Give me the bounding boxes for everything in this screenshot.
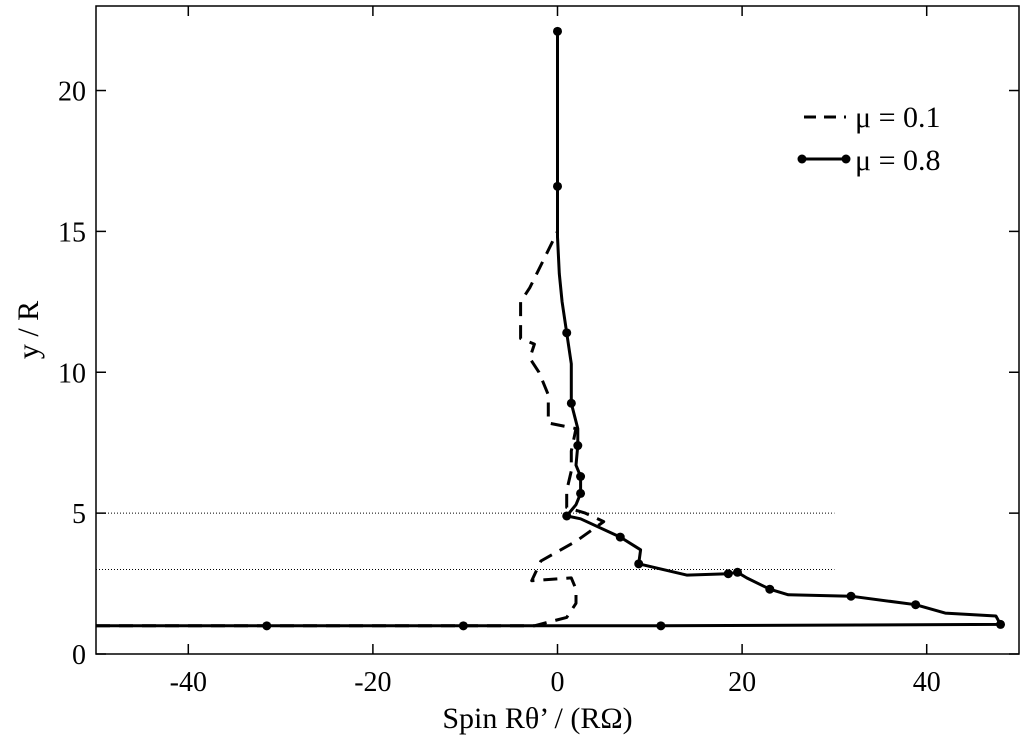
- series-marker: [723, 569, 733, 579]
- legend-label-mu-0-8: μ = 0.8: [855, 144, 941, 177]
- legend: μ = 0.1 μ = 0.8: [797, 101, 941, 177]
- series-marker: [911, 600, 921, 610]
- y-axis-title: y / R: [12, 301, 45, 359]
- series-marker: [732, 567, 742, 577]
- series-marker: [846, 591, 856, 601]
- series-marker: [553, 26, 562, 36]
- series-marker: [262, 621, 272, 631]
- x-tick-label: 40: [913, 667, 941, 698]
- series-marker: [615, 532, 625, 542]
- legend-entry-mu-0-8: μ = 0.8: [797, 144, 941, 177]
- series-marker: [576, 472, 586, 482]
- series-marker: [562, 328, 572, 338]
- y-tick-label: 0: [72, 640, 86, 671]
- series-marker: [765, 584, 775, 594]
- series-line-1: [96, 230, 606, 628]
- legend-marker: [797, 154, 807, 164]
- x-tick-label: -40: [170, 667, 207, 698]
- y-tick-label: 5: [72, 499, 86, 530]
- series-marker: [573, 441, 583, 451]
- legend-label-mu-0-1: μ = 0.1: [855, 101, 941, 134]
- y-tick-label: 10: [58, 358, 86, 389]
- legend-entry-mu-0-1: μ = 0.1: [804, 101, 941, 134]
- y-tick-label: 20: [58, 77, 86, 108]
- legend-marker: [841, 154, 851, 164]
- series-marker: [562, 511, 572, 521]
- series-marker: [656, 621, 666, 631]
- reference-lines: [96, 512, 835, 570]
- y-tick-label: 15: [58, 217, 86, 248]
- x-tick-label: -20: [354, 667, 391, 698]
- x-tick-label: 20: [728, 667, 756, 698]
- series-marker: [634, 559, 644, 569]
- series-marker: [553, 181, 562, 191]
- series-marker: [996, 619, 1006, 629]
- x-axis-title: Spin Rθ’ / (RΩ): [442, 702, 632, 735]
- series-marker: [458, 621, 468, 631]
- x-tick-label: 0: [551, 667, 565, 698]
- series-marker: [566, 398, 576, 408]
- series-marker: [576, 488, 586, 498]
- axis-ticks: -40 -20 0 20 40 0 5 10 15 20: [58, 6, 1019, 698]
- series-layer: [96, 26, 1006, 631]
